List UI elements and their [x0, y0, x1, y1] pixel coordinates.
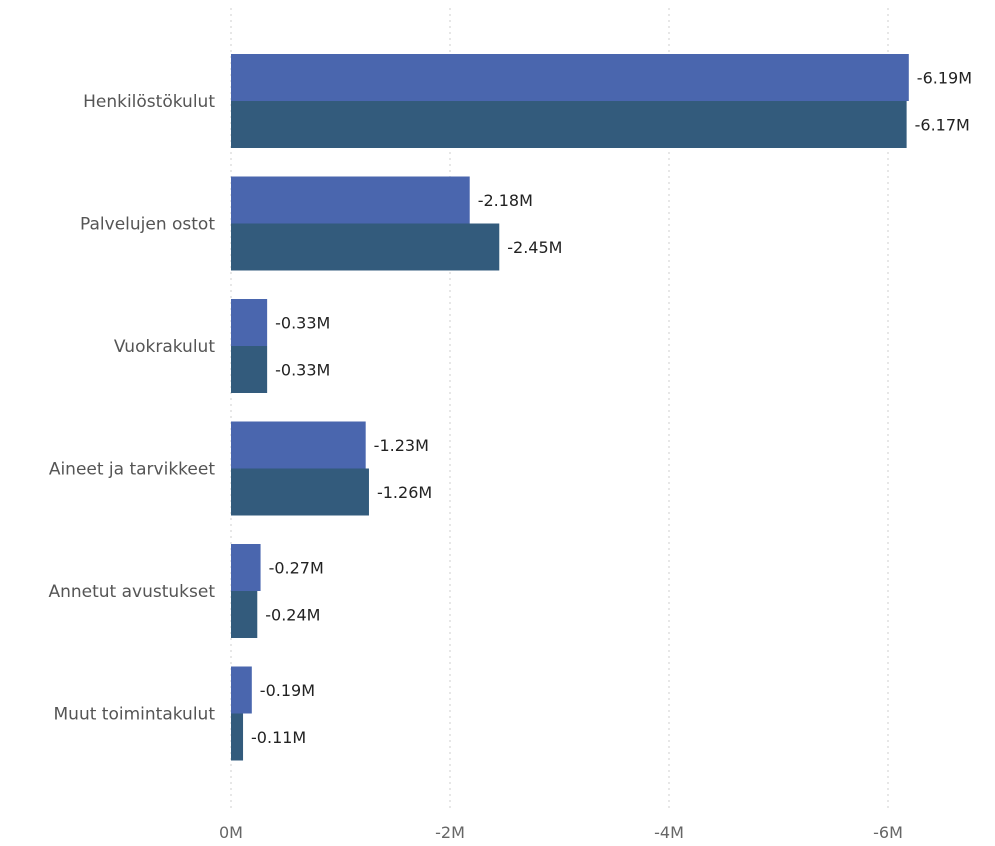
data-label-series1-5: -0.11M [251, 728, 306, 747]
data-label-series0-2: -0.33M [275, 314, 330, 333]
x-tick-label-2: -4M [654, 823, 684, 842]
bar-series0-4 [231, 544, 261, 591]
bar-series1-4 [231, 591, 258, 638]
data-label-series1-4: -0.24M [265, 606, 320, 625]
x-tick-label-1: -2M [435, 823, 465, 842]
category-label-2: Vuokrakulut [114, 337, 215, 357]
data-label-series1-0: -6.17M [915, 116, 970, 135]
data-label-series1-3: -1.26M [377, 483, 432, 502]
category-label-0: Henkilöstökulut [83, 92, 215, 112]
bar-series0-0 [231, 54, 909, 101]
bar-series1-2 [231, 346, 268, 393]
bar-series0-1 [231, 176, 470, 224]
category-label-1: Palvelujen ostot [80, 215, 215, 235]
data-label-series0-3: -1.23M [374, 436, 429, 455]
data-label-series0-4: -0.27M [269, 559, 324, 578]
bar-series1-3 [231, 468, 369, 516]
bar-series1-1 [231, 223, 500, 271]
bars [231, 54, 909, 761]
x-tick-label-0: 0M [219, 823, 243, 842]
data-label-series0-1: -2.18M [478, 191, 533, 210]
category-label-4: Annetut avustukset [48, 582, 215, 602]
bar-series0-5 [231, 666, 252, 714]
bar-series0-2 [231, 299, 268, 346]
category-label-3: Aineet ja tarvikkeet [49, 460, 216, 480]
data-label-series0-5: -0.19M [260, 681, 315, 700]
x-tick-label-3: -6M [873, 823, 903, 842]
bar-series1-5 [231, 713, 244, 761]
category-label-5: Muut toimintakulut [54, 705, 216, 725]
data-label-series1-2: -0.33M [275, 361, 330, 380]
bar-series1-0 [231, 101, 907, 148]
labels: 0M -2M -4M -6M Henkilöstökulut -6.19M -6.17M Pa… [48, 69, 972, 843]
bar-series0-3 [231, 421, 366, 469]
data-label-series1-1: -2.45M [507, 238, 562, 257]
data-label-series0-0: -6.19M [917, 69, 972, 88]
